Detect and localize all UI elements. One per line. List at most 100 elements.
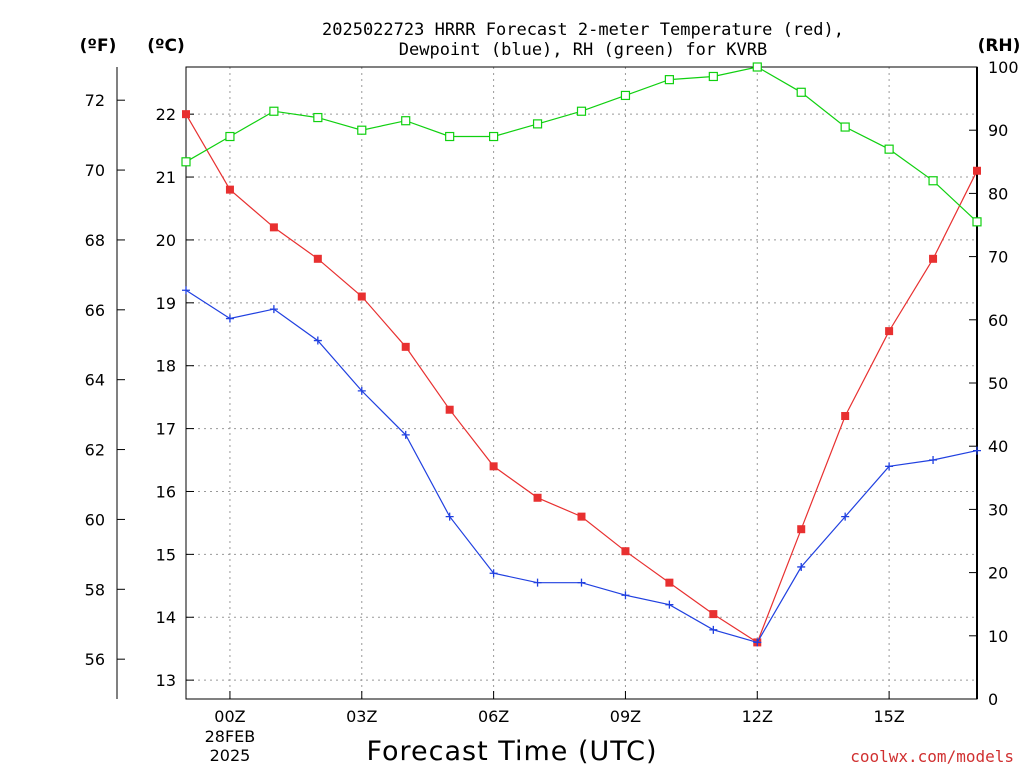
celsius-tick-label: 20 — [156, 231, 176, 250]
rh-point — [708, 71, 718, 82]
dewpoint-point — [621, 591, 630, 600]
x-tick-year-label: 2025 — [210, 746, 251, 765]
unit-label-rh: (RH) — [978, 36, 1021, 56]
celsius-tick-label: 17 — [156, 420, 176, 439]
temperature-point — [621, 547, 630, 556]
x-tick-label: 09Z — [610, 707, 641, 726]
rh-point — [181, 157, 191, 167]
rh-tick-label: 70 — [988, 248, 1008, 267]
rh-point — [401, 116, 411, 126]
dewpoint-point — [797, 562, 806, 571]
rh-point — [313, 112, 323, 123]
temperature-point — [182, 110, 190, 119]
dewpoint-point — [489, 569, 498, 578]
dewpoint-point — [533, 578, 542, 587]
plot-frame — [185, 66, 978, 700]
fahrenheit-tick-label: 72 — [85, 91, 105, 110]
rh-tick-label: 30 — [988, 500, 1008, 519]
fahrenheit-tick-label: 68 — [85, 231, 105, 250]
temperature-point — [489, 462, 498, 471]
dewpoint-point — [929, 456, 938, 465]
chart-title-line2: Dewpoint (blue), RH (green) for KVRB — [399, 40, 767, 60]
temperature-point — [973, 166, 981, 175]
temperature-point — [357, 292, 366, 301]
rh-point — [796, 87, 806, 97]
axis-ticks: 13 14 15 16 17 18 19 20 21 22 56 58 60 62 64 66 68 70 72 0 1… — [85, 58, 1019, 765]
dewpoint-point — [709, 625, 718, 634]
rh-point — [445, 131, 455, 142]
celsius-tick-label: 19 — [156, 294, 176, 313]
rh-tick-label: 20 — [988, 564, 1008, 583]
x-tick-label: 12Z — [742, 707, 773, 726]
dewpoint-point — [841, 512, 850, 521]
dewpoint-point — [973, 446, 981, 455]
temperature-point — [577, 512, 586, 521]
rh-tick-label: 10 — [988, 627, 1008, 646]
celsius-tick-label: 15 — [156, 545, 176, 564]
temperature-point — [269, 223, 278, 232]
temperature-point — [841, 412, 850, 421]
temperature-point — [797, 525, 806, 534]
dewpoint-point — [401, 430, 410, 439]
temperature-point — [929, 254, 938, 263]
rh-tick-label: 80 — [988, 184, 1008, 203]
rh-point — [269, 106, 279, 116]
celsius-tick-label: 22 — [156, 105, 176, 124]
rh-tick-label: 100 — [988, 58, 1019, 77]
temperature-point — [709, 610, 718, 619]
rh-point — [620, 90, 631, 101]
fahrenheit-tick-label: 66 — [85, 301, 105, 320]
dewpoint-point — [313, 336, 322, 345]
rh-point — [884, 144, 894, 154]
fahrenheit-tick-label: 60 — [85, 510, 105, 529]
rh-point — [532, 119, 543, 129]
x-tick-date-label: 28FEB — [205, 727, 256, 746]
grid-lines — [186, 67, 977, 699]
x-tick-label: 00Z — [214, 707, 245, 726]
fahrenheit-tick-label: 62 — [85, 441, 105, 460]
rh-line — [185, 66, 978, 223]
rh-point — [840, 122, 850, 132]
dewpoint-point — [753, 638, 762, 647]
dewpoint-point — [182, 286, 190, 295]
rh-tick-label: 90 — [988, 121, 1008, 140]
credit-label: coolwx.com/models — [850, 747, 1014, 766]
rh-tick-label: 0 — [988, 690, 998, 709]
temperature-point — [401, 342, 410, 351]
temperature-point — [665, 578, 674, 587]
rh-tick-label: 50 — [988, 374, 1008, 393]
data-series — [181, 62, 982, 647]
dewpoint-point — [225, 314, 234, 323]
dewpoint-point — [665, 600, 674, 609]
unit-label-fahrenheit: (ºF) — [80, 36, 117, 56]
temperature-point — [445, 405, 454, 414]
rh-point — [972, 217, 982, 227]
unit-label-celsius: (ºC) — [147, 36, 185, 56]
x-tick-label: 15Z — [873, 707, 904, 726]
rh-tick-label: 60 — [988, 311, 1008, 330]
rh-point — [576, 106, 587, 116]
celsius-tick-label: 14 — [156, 608, 176, 627]
celsius-tick-label: 16 — [156, 482, 176, 501]
temperature-point — [225, 185, 234, 194]
rh-point — [489, 131, 499, 142]
celsius-tick-label: 21 — [156, 168, 176, 187]
temperature-point — [533, 493, 542, 502]
temperature-point — [885, 327, 894, 336]
rh-point — [664, 75, 674, 85]
x-tick-label: 06Z — [478, 707, 509, 726]
celsius-tick-label: 13 — [156, 671, 176, 690]
x-axis-title: Forecast Time (UTC) — [366, 736, 657, 767]
fahrenheit-tick-label: 70 — [85, 161, 105, 180]
dewpoint-point — [269, 305, 278, 314]
dewpoint-point — [885, 462, 894, 471]
fahrenheit-tick-label: 58 — [85, 580, 105, 599]
celsius-tick-label: 18 — [156, 357, 176, 376]
chart-title-line1: 2025022723 HRRR Forecast 2-meter Tempera… — [322, 20, 844, 40]
temperature-point — [313, 254, 322, 263]
temperature-line — [185, 113, 978, 644]
rh-point — [928, 176, 938, 186]
rh-tick-label: 40 — [988, 437, 1008, 456]
fahrenheit-tick-label: 56 — [85, 650, 105, 669]
